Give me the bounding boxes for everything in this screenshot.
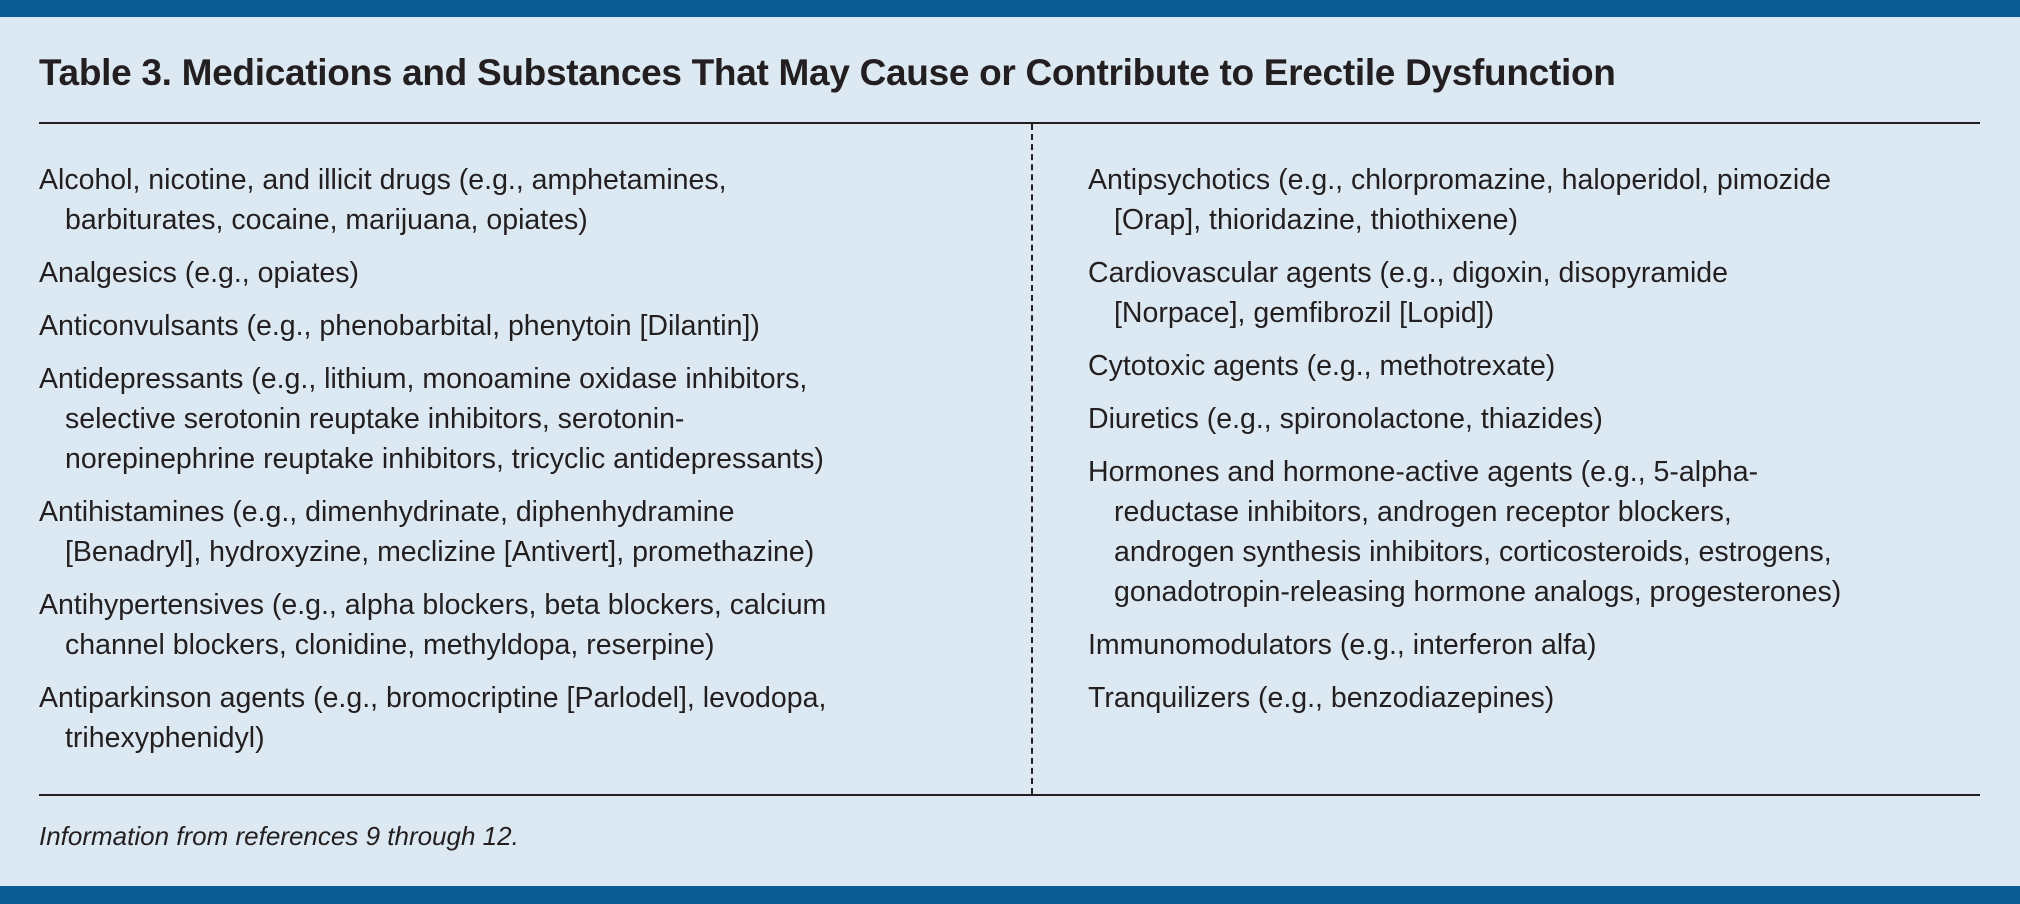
list-item-line: barbiturates, cocaine, marijuana, opiate… — [65, 204, 588, 236]
list-item: Antihypertensives (e.g., alpha blockers,… — [39, 585, 1019, 665]
list-item: Cytotoxic agents (e.g., methotrexate) — [1088, 346, 1988, 386]
list-item: Diuretics (e.g., spironolactone, thiazid… — [1088, 399, 1988, 439]
top-rule — [39, 122, 1980, 124]
list-item-line: Cardiovascular agents (e.g., digoxin, di… — [1088, 257, 1728, 289]
bottom-rule — [39, 794, 1980, 796]
list-item-line: Antidepressants (e.g., lithium, monoamin… — [39, 363, 808, 395]
list-item: Immunomodulators (e.g., interferon alfa) — [1088, 625, 1988, 665]
list-item-line: norepinephrine reuptake inhibitors, tric… — [65, 443, 824, 475]
list-item-line: Immunomodulators (e.g., interferon alfa) — [1088, 629, 1597, 661]
list-item: Antidepressants (e.g., lithium, monoamin… — [39, 359, 1019, 479]
list-item-line: channel blockers, clonidine, methyldopa,… — [65, 629, 715, 661]
list-item: Antipsychotics (e.g., chlorpromazine, ha… — [1088, 160, 1988, 240]
list-item-line: Tranquilizers (e.g., benzodiazepines) — [1088, 682, 1555, 714]
left-column: Alcohol, nicotine, and illicit drugs (e.… — [39, 160, 1019, 771]
list-item: Hormones and hormone-active agents (e.g.… — [1088, 452, 1988, 612]
list-item: Antihistamines (e.g., dimenhydrinate, di… — [39, 492, 1019, 572]
list-item: Tranquilizers (e.g., benzodiazepines) — [1088, 678, 1988, 718]
list-item-line: Cytotoxic agents (e.g., methotrexate) — [1088, 350, 1556, 382]
list-item-line: Analgesics (e.g., opiates) — [39, 257, 359, 289]
right-column: Antipsychotics (e.g., chlorpromazine, ha… — [1088, 160, 1988, 731]
list-item: Alcohol, nicotine, and illicit drugs (e.… — [39, 160, 1019, 240]
list-item: Antiparkinson agents (e.g., bromocriptin… — [39, 678, 1019, 758]
list-item-line: Antihistamines (e.g., dimenhydrinate, di… — [39, 496, 735, 528]
footnote: Information from references 9 through 12… — [39, 821, 519, 851]
list-item-line: gonadotropin-releasing hormone analogs, … — [1114, 576, 1842, 608]
bottom-accent-bar — [0, 886, 2020, 904]
list-item: Cardiovascular agents (e.g., digoxin, di… — [1088, 253, 1988, 333]
list-item-line: reductase inhibitors, androgen receptor … — [1114, 496, 1732, 528]
top-accent-bar — [0, 0, 2020, 17]
list-item-line: [Benadryl], hydroxyzine, meclizine [Anti… — [65, 536, 815, 568]
list-item-line: [Norpace], gemfibrozil [Lopid]) — [1114, 297, 1495, 329]
column-divider — [1031, 124, 1033, 794]
list-item-line: Antihypertensives (e.g., alpha blockers,… — [39, 589, 827, 621]
list-item-line: [Orap], thioridazine, thiothixene) — [1114, 204, 1518, 236]
list-item-line: androgen synthesis inhibitors, corticost… — [1114, 536, 1832, 568]
list-item: Anticonvulsants (e.g., phenobarbital, ph… — [39, 306, 1019, 346]
list-item-line: trihexyphenidyl) — [65, 722, 265, 754]
list-item-line: Antipsychotics (e.g., chlorpromazine, ha… — [1088, 164, 1831, 196]
table-title: Table 3. Medications and Substances That… — [39, 52, 1616, 93]
list-item-line: Antiparkinson agents (e.g., bromocriptin… — [39, 682, 827, 714]
list-item-line: Hormones and hormone-active agents (e.g.… — [1088, 456, 1759, 488]
list-item-line: Alcohol, nicotine, and illicit drugs (e.… — [39, 164, 727, 196]
list-item-line: Anticonvulsants (e.g., phenobarbital, ph… — [39, 310, 760, 342]
list-item: Analgesics (e.g., opiates) — [39, 253, 1019, 293]
list-item-line: Diuretics (e.g., spironolactone, thiazid… — [1088, 403, 1603, 435]
list-item-line: selective serotonin reuptake inhibitors,… — [65, 403, 685, 435]
